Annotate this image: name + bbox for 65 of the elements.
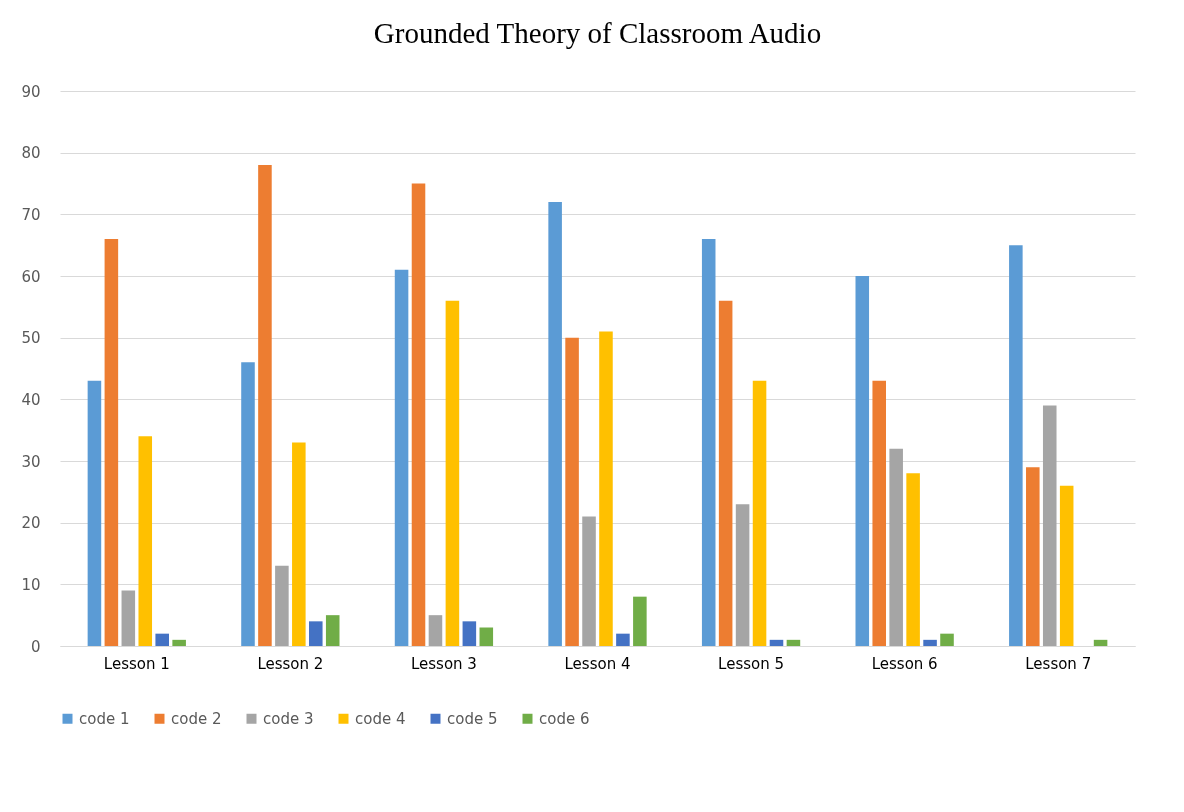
bar: [1042, 405, 1057, 646]
bar: [1009, 245, 1023, 646]
x-tick-label: Lesson 3: [410, 654, 477, 673]
y-tick-label: 40: [21, 390, 41, 409]
bar: [752, 380, 767, 646]
bar: [479, 627, 494, 646]
bar: [701, 239, 716, 646]
bar: [633, 596, 647, 646]
bar: [428, 615, 443, 646]
chart-title: Grounded Theory of Classroom Audio: [373, 17, 822, 49]
bar: [735, 504, 750, 646]
bar: [411, 183, 426, 646]
bar: [445, 300, 460, 646]
y-tick-label: 10: [21, 575, 41, 594]
y-tick-label: 90: [21, 82, 41, 101]
y-tick-label: 30: [21, 452, 41, 471]
x-tick-label: Lesson 1: [103, 654, 170, 673]
bar: [889, 448, 903, 646]
bar: [138, 436, 153, 646]
bar: [855, 276, 870, 646]
bar: [104, 239, 119, 646]
y-tick-label: 60: [21, 267, 41, 286]
legend-label: code 6: [539, 709, 590, 728]
legend-label: code 1: [79, 709, 130, 728]
x-tick-label: Lesson 5: [718, 654, 785, 673]
bar: [292, 442, 306, 646]
x-tick-label: Lesson 2: [257, 654, 324, 673]
bar: [565, 337, 579, 646]
bar: [906, 473, 920, 646]
y-tick-label: 70: [21, 205, 41, 224]
y-tick-label: 0: [30, 637, 41, 656]
bar: [258, 165, 272, 646]
bar: [241, 362, 255, 646]
bar: [786, 639, 801, 646]
bar: [394, 269, 409, 646]
y-tick-label: 50: [21, 329, 41, 348]
bar: [87, 380, 102, 646]
legend-label: code 3: [263, 709, 314, 728]
legend-label: code 5: [447, 709, 498, 728]
x-tick-label: Lesson 4: [564, 654, 631, 673]
legend-label: code 2: [171, 709, 222, 728]
bar: [1059, 485, 1074, 646]
x-tick-label: Lesson 7: [1025, 654, 1092, 673]
y-tick-label: 20: [21, 514, 41, 533]
bar: [582, 516, 596, 646]
bar: [275, 565, 289, 646]
bar: [872, 380, 886, 646]
legend-label: code 4: [355, 709, 406, 728]
bar: [309, 621, 323, 646]
bar: [718, 300, 733, 646]
bar: [548, 202, 562, 646]
bar: [155, 633, 169, 646]
x-tick-label: Lesson 6: [871, 654, 938, 673]
bar: [940, 633, 954, 646]
bar: [172, 639, 186, 646]
bar: [1093, 639, 1108, 646]
bar: [599, 331, 613, 646]
bar: [1026, 467, 1040, 646]
y-tick-label: 80: [21, 144, 41, 163]
bar: [769, 639, 784, 646]
bar: [462, 621, 477, 646]
bar: [325, 615, 340, 646]
bar: [121, 590, 136, 646]
bar: [616, 633, 630, 646]
bar: [923, 639, 937, 646]
